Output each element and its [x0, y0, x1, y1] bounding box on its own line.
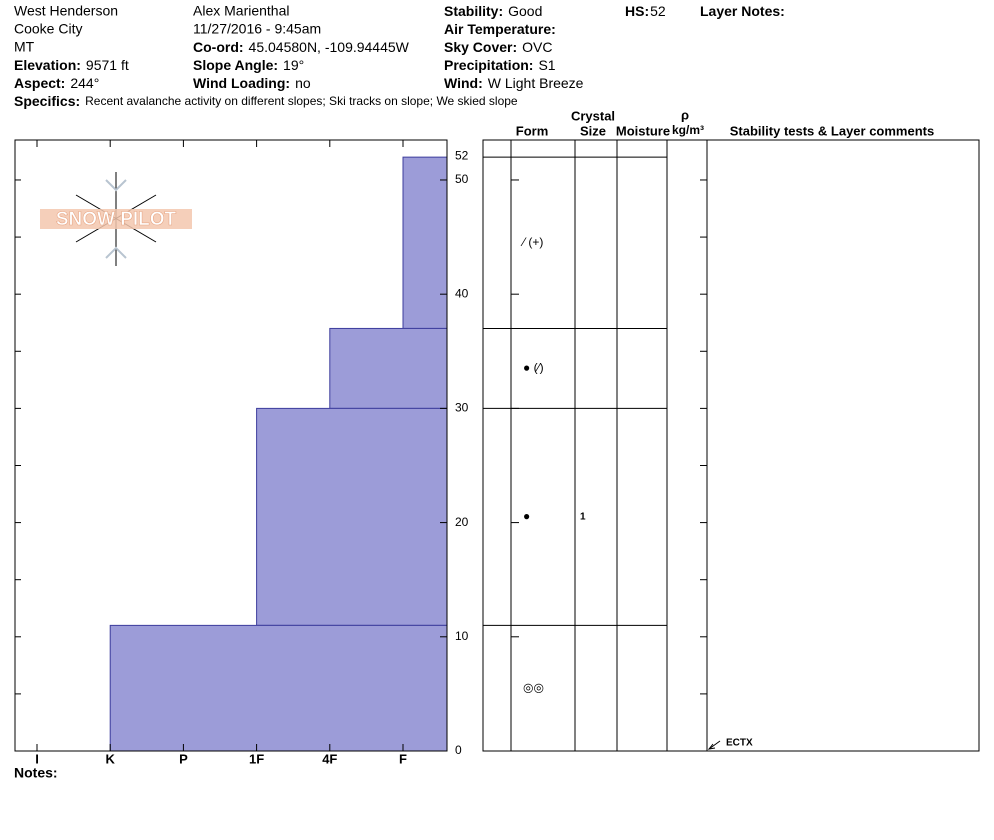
field-label: Wind:: [444, 75, 483, 91]
x-tick-label: I: [35, 751, 39, 766]
notes-label: Notes:: [14, 765, 58, 781]
x-tick-label: K: [106, 751, 116, 766]
header-field: Wind Loading: no: [193, 75, 311, 91]
header-text: 11/27/2016 - 9:45am: [193, 21, 321, 37]
header-text: Cooke City: [14, 21, 82, 37]
field-value: Recent avalanche activity on different s…: [85, 94, 518, 108]
field-label: Co-ord:: [193, 39, 244, 55]
field-label: Sky Cover:: [444, 39, 517, 55]
field-value: 9571 ft: [86, 57, 129, 73]
x-tick-label: F: [399, 751, 407, 766]
column-header: Form: [516, 123, 549, 138]
test-arrowhead: [707, 743, 716, 750]
y-tick-label: 20: [455, 515, 469, 529]
y-tick-label: 30: [455, 401, 469, 415]
column-header: Size: [580, 123, 606, 138]
header-text: Alex Marienthal: [193, 3, 290, 19]
grain-form: ●: [523, 509, 530, 523]
x-tick-label: 1F: [249, 751, 264, 766]
grain-size: 1: [580, 512, 586, 523]
header-field: Slope Angle: 19°: [193, 57, 304, 73]
field-label: Specifics:: [14, 93, 80, 109]
hardness-bar: [329, 327, 448, 409]
column-header: Moisture: [616, 123, 670, 138]
field-label: Slope Angle:: [193, 57, 278, 73]
logo-band: [40, 209, 192, 229]
field-label: HS:: [625, 3, 649, 19]
logo-text: SNOW PILOT: [56, 209, 177, 230]
test-label: ECTX: [726, 738, 753, 749]
field-value: W Light Breeze: [488, 75, 584, 91]
header-field: Elevation: 9571 ft: [14, 57, 129, 73]
field-value: no: [295, 75, 311, 91]
header-text: West Henderson: [14, 3, 118, 19]
grain-form: ● (⁄): [523, 361, 544, 375]
hardness-bar: [256, 407, 448, 626]
header-field: Air Temperature:: [444, 21, 556, 37]
grain-form: ⁄ (+): [520, 235, 543, 249]
x-tick-label: 4F: [322, 751, 337, 766]
specifics: Specifics: Recent avalanche activity on d…: [14, 93, 518, 109]
hardness-bar: [109, 624, 448, 752]
test-arrow: [708, 740, 721, 750]
y-tick-label: 40: [455, 286, 469, 300]
field-value: 45.04580N, -109.94445W: [249, 39, 410, 55]
field-label: Wind Loading:: [193, 75, 290, 91]
field-label: Air Temperature:: [444, 21, 556, 37]
header-field: Co-ord: 45.04580N, -109.94445W: [193, 39, 410, 55]
column-header: Stability tests & Layer comments: [730, 123, 934, 138]
field-label: Elevation:: [14, 57, 81, 73]
field-value: 244°: [70, 75, 99, 91]
field-value: 52: [650, 3, 666, 19]
y-tick-label: 50: [455, 172, 469, 186]
hs-label: 52: [455, 148, 469, 162]
header-field: Layer Notes:: [700, 3, 785, 19]
header-field: Sky Cover: OVC: [444, 39, 553, 55]
field-label: Aspect:: [14, 75, 65, 91]
column-header: kg/m³: [672, 123, 704, 137]
field-value: Good: [508, 3, 542, 19]
table-frame: [482, 139, 980, 752]
field-value: 19°: [283, 57, 304, 73]
hardness-bar: [402, 156, 448, 329]
column-header: ρ: [681, 107, 689, 122]
y-tick-label: 0: [455, 743, 462, 757]
header-field: Stability: Good: [444, 3, 542, 19]
field-value: S1: [538, 57, 555, 73]
field-label: Precipitation:: [444, 57, 533, 73]
column-header: Crystal: [571, 108, 615, 123]
grain-form: ◎◎: [523, 680, 544, 694]
header-text: MT: [14, 39, 35, 55]
chart-frame: [14, 139, 448, 752]
x-tick-label: P: [179, 751, 188, 766]
field-label: Layer Notes:: [700, 3, 785, 19]
y-tick-label: 10: [455, 629, 469, 643]
field-label: Stability:: [444, 3, 503, 19]
header-field: HS:52: [625, 3, 666, 19]
header-field: Precipitation: S1: [444, 57, 556, 73]
header-field: Aspect: 244°: [14, 75, 99, 91]
header-field: Wind: W Light Breeze: [444, 75, 584, 91]
field-value: OVC: [522, 39, 552, 55]
